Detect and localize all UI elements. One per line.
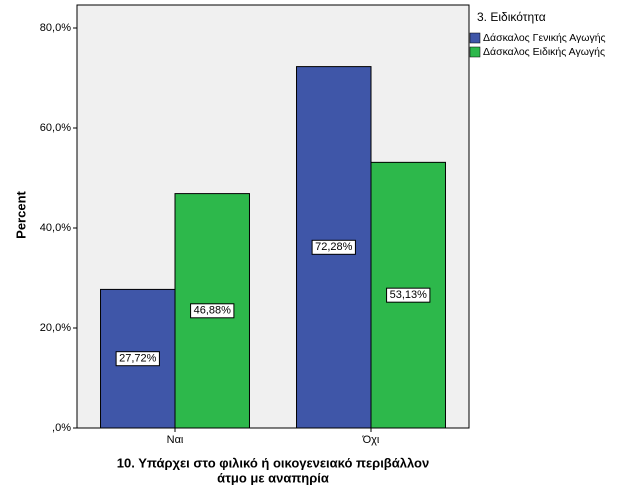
value-label-box: [311, 239, 356, 255]
x-tick-label: Ναι: [167, 434, 184, 446]
x-axis-label: άτμο με αναπηρία: [217, 470, 329, 485]
y-axis-label: Percent: [13, 190, 28, 238]
value-label: 72,28%: [315, 241, 353, 253]
legend-label: Δάσκαλος Γενικής Αγωγής: [483, 32, 606, 44]
value-label-box: [386, 287, 431, 303]
legend-swatch: [469, 32, 481, 44]
y-tick-label: 40,0%: [40, 222, 71, 234]
value-label: 27,72%: [119, 353, 157, 365]
x-axis-label: 10. Υπάρχει στο φιλικό ή οικογενειακό πε…: [117, 455, 429, 470]
y-tick-label: ,0%: [52, 422, 71, 434]
y-tick-label: 80,0%: [40, 22, 71, 34]
legend-label: Δάσκαλος Ειδικής Αγωγής: [483, 46, 605, 58]
y-tick-label: 60,0%: [40, 122, 71, 134]
legend-title: 3. Ειδικότητα: [477, 10, 546, 24]
y-tick-label: 20,0%: [40, 322, 71, 334]
value-label-box: [115, 351, 160, 367]
legend-swatch: [469, 46, 481, 58]
x-tick-label: Όχι: [362, 434, 380, 446]
value-label-box: [190, 303, 235, 319]
value-label: 53,13%: [390, 289, 428, 301]
value-label: 46,88%: [194, 305, 232, 317]
